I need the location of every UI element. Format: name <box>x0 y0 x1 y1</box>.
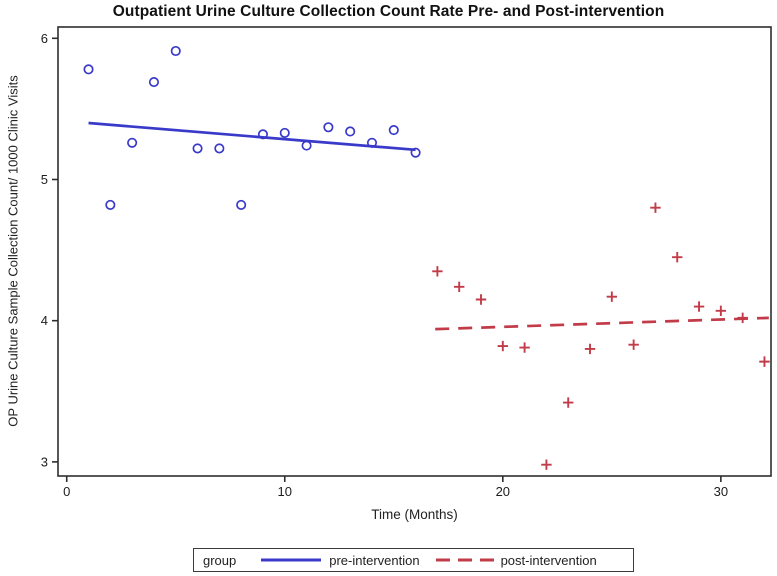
data-point-plus <box>628 339 639 350</box>
data-point-plus <box>715 305 727 317</box>
data-point-plus <box>672 251 683 263</box>
data-point-circle <box>127 137 138 148</box>
data-point-plus <box>606 291 618 302</box>
y-tick-label: 3 <box>41 454 48 469</box>
data-point-plus <box>584 343 596 355</box>
data-point-plus <box>541 459 552 470</box>
y-axis-ticks: 3 4 5 6 <box>41 31 58 469</box>
y-tick-label: 6 <box>41 31 48 46</box>
data-point-circle <box>83 64 94 75</box>
y-tick-label: 4 <box>41 313 48 328</box>
legend-label-pre: pre-intervention <box>329 552 420 568</box>
plot-frame <box>57 26 772 477</box>
data-point-plus <box>475 294 487 305</box>
data-point-plus <box>650 202 661 213</box>
data-point-circle <box>345 126 356 137</box>
data-point-plus <box>737 312 748 324</box>
legend-title: group <box>203 552 237 568</box>
data-point-circle <box>214 143 225 154</box>
data-point-circle <box>105 199 116 210</box>
data-point-circle <box>323 122 334 133</box>
x-axis-label: Time (Months) <box>371 507 458 522</box>
series-pre-intervention <box>83 45 421 210</box>
data-point-circle <box>257 129 269 140</box>
data-point-circle <box>236 199 247 210</box>
data-point-plus <box>519 342 530 353</box>
series-post-intervention <box>432 202 770 470</box>
x-tick-label: 30 <box>714 484 728 499</box>
pre-intervention-line-swatch <box>261 558 322 562</box>
data-point-plus <box>453 281 465 292</box>
data-point-plus <box>563 397 574 408</box>
post-intervention-trendline <box>435 316 769 331</box>
x-tick-label: 20 <box>496 484 510 499</box>
data-point-plus <box>693 301 705 312</box>
data-point-circle <box>301 140 312 151</box>
data-point-circle <box>170 45 181 57</box>
chart-title: Outpatient Urine Culture Collection Coun… <box>112 3 665 20</box>
pre-intervention-trendline <box>88 121 416 152</box>
data-point-plus <box>497 340 509 352</box>
x-axis-ticks: 0 10 20 30 <box>63 476 728 499</box>
data-point-circle <box>388 125 399 136</box>
data-point-plus <box>432 266 443 277</box>
legend-label-post: post-intervention <box>500 552 597 568</box>
data-point-circle <box>192 143 203 154</box>
legend: group pre-intervention post-intervention <box>193 548 634 572</box>
data-point-circle <box>410 147 421 158</box>
data-point-circle <box>279 127 290 138</box>
data-point-circle <box>148 77 159 88</box>
data-point-plus <box>759 356 770 367</box>
x-tick-label: 0 <box>63 484 70 499</box>
data-point-circle <box>366 137 378 148</box>
post-intervention-line-swatch <box>435 558 494 562</box>
x-tick-label: 10 <box>278 484 292 499</box>
y-tick-label: 5 <box>41 172 48 187</box>
